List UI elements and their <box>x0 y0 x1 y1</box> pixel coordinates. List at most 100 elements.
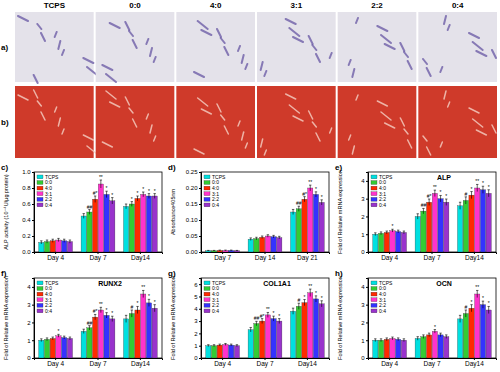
bar <box>271 319 276 358</box>
texture <box>55 107 57 112</box>
error-bar <box>445 335 447 339</box>
texture <box>201 109 211 114</box>
plot-frame <box>201 172 329 252</box>
error-cap <box>422 334 424 335</box>
y-tick-mark <box>366 216 368 217</box>
error-stem <box>148 299 149 306</box>
error-stem <box>214 250 215 252</box>
texture <box>492 50 496 58</box>
texture <box>194 72 204 77</box>
micrograph-area <box>418 86 497 158</box>
error-bar <box>397 230 399 233</box>
error-bar <box>207 250 209 252</box>
texture <box>448 102 450 107</box>
error-bar <box>69 240 71 243</box>
bar <box>373 234 378 252</box>
y-tick-label: 2 <box>194 331 198 337</box>
error-cap <box>459 202 461 203</box>
bar <box>457 319 462 358</box>
texture <box>469 108 479 113</box>
error-cap <box>63 336 65 337</box>
error-bar <box>111 316 113 321</box>
legend-swatch <box>204 303 210 307</box>
y-tick: 5 <box>194 294 201 300</box>
texture <box>377 26 387 31</box>
texture <box>106 74 116 82</box>
error-bar <box>470 305 472 312</box>
error-bar <box>63 239 65 242</box>
texture <box>408 61 412 69</box>
error-stem <box>208 345 209 347</box>
error-stem <box>95 196 96 202</box>
error-stem <box>208 250 209 252</box>
error-stem <box>477 184 478 191</box>
bar <box>254 239 259 252</box>
texts: ##*#*********c)ALP activity (10⁻⁴U/μg pr… <box>1 163 156 250</box>
error-cap <box>397 337 399 338</box>
micrograph <box>418 12 497 82</box>
y-tick-label: 1 <box>361 232 365 238</box>
x-tick: Day 4 <box>47 358 64 368</box>
significance-mark: ** <box>475 284 479 290</box>
error-bar <box>224 343 226 345</box>
error-stem <box>386 231 387 234</box>
x-axis: Day 4Day 7Day14 <box>202 358 330 368</box>
error-bar <box>153 194 155 199</box>
texture <box>286 19 296 24</box>
texture <box>146 114 148 119</box>
y-tick-label: 0.00 <box>186 249 198 255</box>
error-bar <box>230 250 232 252</box>
texture <box>129 108 133 113</box>
legend-label: 0:4 <box>45 202 52 208</box>
legend-swatch <box>37 281 43 285</box>
significance-mark: # <box>464 191 467 197</box>
error-stem <box>106 191 107 197</box>
error-bar <box>261 319 263 324</box>
bar <box>229 250 234 252</box>
bar <box>396 339 401 358</box>
error-cap <box>403 338 405 339</box>
error-bar <box>434 330 436 334</box>
error-stem <box>381 232 382 235</box>
texture <box>62 129 64 134</box>
texture <box>404 129 408 134</box>
texture <box>201 30 211 35</box>
error-bar <box>303 197 305 202</box>
y-tick-label: 2 <box>361 320 365 326</box>
y-tick-label: 1 <box>361 338 365 344</box>
error-bar <box>386 231 388 234</box>
texture <box>476 51 486 56</box>
chart-panel: ###*****d)Absorbance405nmTCPS0:04:03:12:… <box>168 163 330 262</box>
bar <box>217 345 222 358</box>
error-stem <box>89 210 90 215</box>
y-tick: 0 <box>194 355 201 361</box>
error-stem <box>41 241 42 244</box>
y-tick: 0.00 <box>186 249 201 255</box>
texture <box>125 22 129 30</box>
y-tick-mark <box>199 204 201 205</box>
significance-mark: * <box>471 299 473 305</box>
y-tick-label: 3 <box>361 302 365 308</box>
texture <box>427 68 431 76</box>
y-tick-label: 3 <box>361 196 365 202</box>
legend-swatch <box>37 181 43 185</box>
error-bar <box>69 337 71 340</box>
error-bar <box>459 202 461 209</box>
significance-mark: * <box>445 193 447 199</box>
chart-title: OCN <box>436 280 452 287</box>
significance-mark: * <box>304 294 306 300</box>
texture <box>37 101 41 106</box>
x-tick-label: Day 7 <box>214 254 231 262</box>
significance-mark: * <box>137 190 139 196</box>
y-tick: 3 <box>27 302 34 308</box>
chart-title: COL1A1 <box>263 280 291 287</box>
error-cap <box>255 237 257 238</box>
legend-swatch <box>371 281 377 285</box>
significance-mark: #* <box>302 191 307 197</box>
y-tick-mark <box>199 252 201 253</box>
chart-panel: ##*#*********c)ALP activity (10⁻⁴U/μg pr… <box>1 163 163 262</box>
error-bar <box>261 236 263 239</box>
bar <box>135 198 140 252</box>
significance-mark: * <box>57 328 59 334</box>
texture <box>349 135 351 140</box>
